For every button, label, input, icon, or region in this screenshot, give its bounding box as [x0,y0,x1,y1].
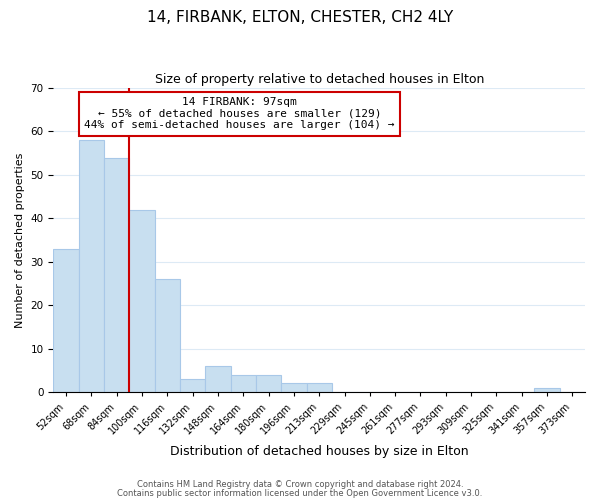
Text: 14, FIRBANK, ELTON, CHESTER, CH2 4LY: 14, FIRBANK, ELTON, CHESTER, CH2 4LY [147,10,453,25]
Bar [180,379,205,392]
Y-axis label: Number of detached properties: Number of detached properties [15,152,25,328]
Bar [53,249,79,392]
Text: Contains HM Land Registry data © Crown copyright and database right 2024.: Contains HM Land Registry data © Crown c… [137,480,463,489]
Bar [535,388,560,392]
Bar [307,384,332,392]
Title: Size of property relative to detached houses in Elton: Size of property relative to detached ho… [155,72,484,86]
Bar [205,366,230,392]
X-axis label: Distribution of detached houses by size in Elton: Distribution of detached houses by size … [170,444,469,458]
Text: Contains public sector information licensed under the Open Government Licence v3: Contains public sector information licen… [118,488,482,498]
Bar [230,375,256,392]
Bar [104,158,130,392]
Bar [256,375,281,392]
Text: 14 FIRBANK: 97sqm
← 55% of detached houses are smaller (129)
44% of semi-detache: 14 FIRBANK: 97sqm ← 55% of detached hous… [84,97,395,130]
Bar [155,279,180,392]
Bar [281,384,307,392]
Bar [79,140,104,392]
Bar [130,210,155,392]
